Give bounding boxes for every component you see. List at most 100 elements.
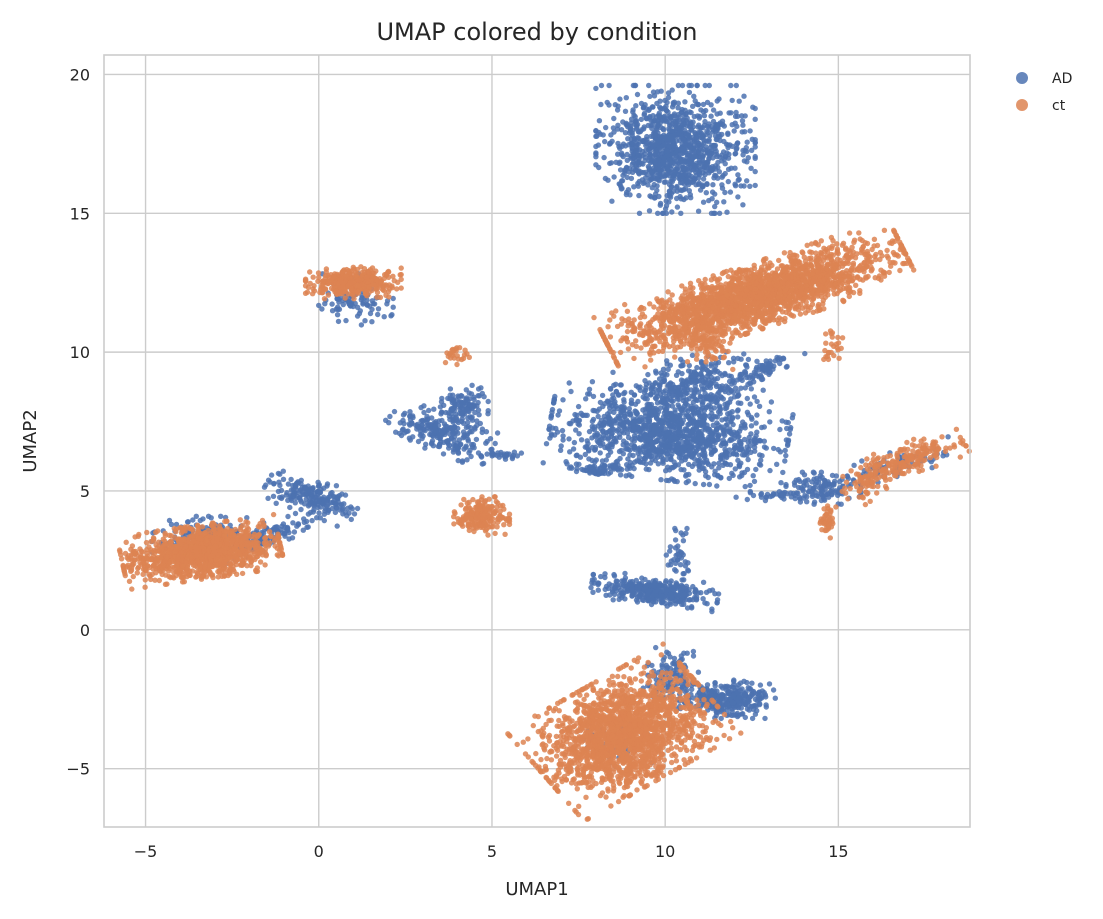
- point-ad: [652, 457, 658, 464]
- point-ad: [647, 447, 654, 454]
- point-ad: [676, 553, 683, 560]
- point-ad: [303, 488, 309, 494]
- point-ad: [742, 483, 748, 490]
- point-ad: [654, 89, 661, 95]
- point-ad: [737, 440, 744, 446]
- point-ad: [509, 455, 516, 462]
- point-ad: [817, 476, 823, 482]
- point-ad: [684, 525, 690, 532]
- point-ad: [568, 388, 574, 395]
- point-ad: [696, 467, 702, 473]
- point-ad: [275, 470, 282, 477]
- point-ad: [681, 577, 687, 583]
- point-ad: [657, 134, 663, 140]
- point-ad: [679, 363, 685, 369]
- point-ad: [265, 495, 271, 501]
- point-ad: [685, 439, 691, 445]
- point-ad: [705, 129, 711, 136]
- point-ad: [668, 558, 674, 564]
- point-ad: [677, 590, 683, 596]
- point-ad: [657, 114, 663, 120]
- point-ad: [652, 395, 659, 401]
- point-ad: [729, 97, 735, 104]
- point-ad: [647, 93, 653, 100]
- point-ad: [485, 408, 491, 414]
- point-ad: [714, 436, 721, 443]
- point-ad: [722, 370, 728, 377]
- point-ad: [696, 430, 702, 436]
- point-ad: [463, 424, 470, 431]
- point-ad: [611, 395, 617, 402]
- point-ad: [716, 465, 722, 471]
- point-ad: [672, 118, 678, 125]
- point-ad: [945, 434, 951, 440]
- point-ad: [483, 440, 489, 446]
- point-ad: [838, 501, 844, 507]
- point-ad: [644, 587, 650, 593]
- point-ad: [735, 705, 742, 711]
- point-ad: [649, 125, 655, 132]
- point-ad: [859, 458, 865, 464]
- point-ad: [584, 438, 590, 444]
- point-ad: [605, 177, 611, 183]
- point-ad: [540, 460, 546, 466]
- point-ad: [699, 142, 705, 148]
- point-ad: [768, 399, 775, 405]
- point-ad: [344, 513, 350, 519]
- point-ad: [616, 181, 622, 187]
- point-ad: [706, 155, 712, 161]
- point-ad: [334, 312, 341, 318]
- point-ad: [674, 478, 680, 485]
- point-ad: [733, 146, 739, 152]
- point-ad: [724, 450, 730, 456]
- point-ad: [629, 462, 635, 468]
- point-ad: [687, 179, 693, 185]
- point-ad: [689, 127, 695, 133]
- point-ad: [601, 154, 607, 161]
- point-ad: [710, 155, 716, 161]
- point-ad: [589, 418, 596, 425]
- point-ad: [651, 408, 658, 414]
- point-ad: [692, 480, 698, 487]
- point-ad: [735, 194, 741, 200]
- point-ad: [708, 688, 715, 694]
- point-ad: [190, 517, 196, 523]
- point-ad: [623, 95, 629, 101]
- point-ad: [697, 377, 703, 384]
- point-ad: [663, 439, 669, 445]
- point-ad: [750, 492, 757, 499]
- point-ad: [641, 112, 647, 118]
- point-ad: [672, 407, 678, 413]
- point-ad: [548, 431, 554, 437]
- point-ad: [668, 123, 674, 129]
- point-ad: [571, 439, 578, 446]
- point-ad: [335, 318, 342, 325]
- point-ad: [805, 477, 811, 483]
- point-ad: [677, 412, 683, 418]
- point-ad: [588, 584, 594, 591]
- point-ad: [645, 426, 652, 433]
- point-ad: [728, 82, 734, 89]
- point-ad: [609, 430, 615, 437]
- point-ad: [563, 459, 569, 465]
- point-ad: [660, 378, 666, 385]
- point-ad: [329, 308, 336, 314]
- point-ad: [599, 392, 606, 399]
- point-ad: [707, 403, 713, 410]
- point-ad: [445, 426, 451, 433]
- point-ad: [680, 117, 686, 123]
- point-ad: [635, 135, 641, 141]
- point-ad: [606, 82, 612, 89]
- point-ad: [646, 404, 653, 410]
- point-ad: [624, 174, 630, 181]
- point-ad: [275, 488, 282, 495]
- point-ad: [477, 420, 483, 427]
- point-ad: [672, 525, 678, 532]
- point-ad: [690, 416, 696, 422]
- point-ad: [298, 506, 304, 513]
- point-ad: [725, 428, 731, 434]
- point-ad: [702, 413, 708, 419]
- point-ad: [573, 468, 580, 475]
- point-ad: [701, 465, 707, 472]
- point-ad: [746, 434, 752, 441]
